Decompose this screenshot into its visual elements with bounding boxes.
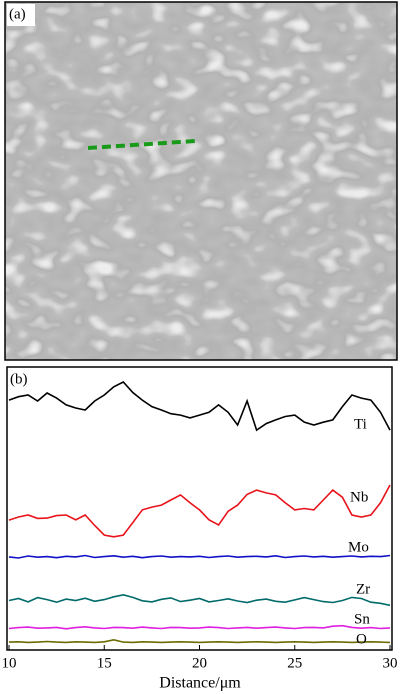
x-tick-label: 25 [287, 655, 302, 671]
x-axis-label: Distance/μm [159, 675, 241, 692]
series-line [8, 624, 391, 630]
series-line [8, 638, 391, 644]
series-line [8, 484, 391, 538]
x-tick-label: 15 [97, 655, 112, 671]
micrograph [4, 1, 398, 361]
plot-frame [6, 366, 393, 651]
x-tick-label: 20 [192, 655, 207, 671]
x-tick-label: 10 [2, 655, 17, 671]
series-label: Mo [348, 539, 369, 555]
micrograph-border [4, 1, 398, 361]
series-label: Zr [356, 581, 370, 597]
series-line [8, 381, 391, 432]
label-bg [7, 4, 35, 26]
series-label: O [356, 631, 367, 647]
series-label: Sn [354, 611, 370, 627]
series-label: Nb [350, 489, 368, 505]
series-line [8, 554, 391, 559]
micrograph-panel: (a) [4, 1, 398, 361]
panel-label: (b) [10, 371, 28, 387]
panel-label: (a) [9, 6, 26, 22]
scan-line [87, 139, 196, 150]
series-label: Ti [354, 416, 367, 432]
x-tick-label: 30 [383, 655, 398, 671]
series-line [8, 593, 391, 607]
